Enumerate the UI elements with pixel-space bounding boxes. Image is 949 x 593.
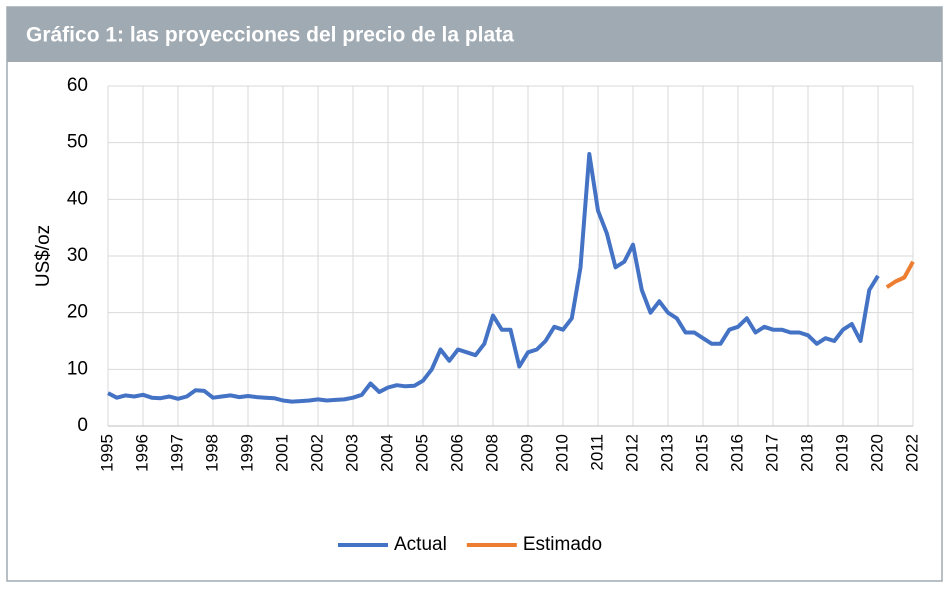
y-tick-label: 30 (67, 245, 88, 266)
y-tick-label: 60 (67, 75, 88, 96)
x-tick-label: 2006 (447, 434, 466, 472)
x-tick-label: 1995 (97, 434, 116, 472)
line-series (107, 152, 880, 404)
legend-label: Estimado (523, 534, 602, 555)
x-tick-label: 2005 (412, 434, 431, 472)
header (7, 7, 942, 62)
x-tick-label: 2017 (762, 434, 781, 472)
line-series (885, 260, 915, 289)
x-tick-label: 2003 (342, 434, 361, 472)
x-tick-label: 2010 (552, 434, 571, 472)
x-tick-label: 2012 (622, 434, 641, 472)
y-tick-label: 40 (67, 188, 88, 209)
x-tick-label: 2019 (832, 434, 851, 472)
x-tick-label: 2013 (657, 434, 676, 472)
y-tick-label: 20 (67, 302, 88, 323)
x-tick-label: 2009 (517, 434, 536, 472)
y-tick-label: 10 (67, 358, 88, 379)
x-tick-label: 2008 (482, 434, 501, 472)
x-tick-label: 1996 (132, 434, 151, 472)
x-tick-label: 2001 (272, 434, 291, 472)
x-tick-label: 2018 (797, 434, 816, 472)
frame (6, 6, 943, 582)
x-tick-label: 2002 (307, 434, 326, 472)
x-tick-label: 2015 (692, 434, 711, 472)
y-tick-label: 0 (77, 415, 88, 436)
x-tick-label: 2016 (727, 434, 746, 472)
x-tick-label: 1998 (202, 434, 221, 472)
x-tick-label: 2004 (377, 434, 396, 472)
x-tick-label: 1999 (237, 434, 256, 472)
chart-title: Gráfico 1: las proyecciones del precio d… (26, 24, 514, 47)
y-axis-label: US$/oz (33, 225, 54, 287)
legend-label: Actual (394, 534, 447, 555)
y-tick-label: 50 (67, 132, 88, 153)
x-tick-label: 2022 (902, 434, 921, 472)
x-tick-label: 1997 (167, 434, 186, 472)
x-tick-label: 2020 (867, 434, 886, 472)
x-tick-label: 2011 (587, 434, 606, 471)
